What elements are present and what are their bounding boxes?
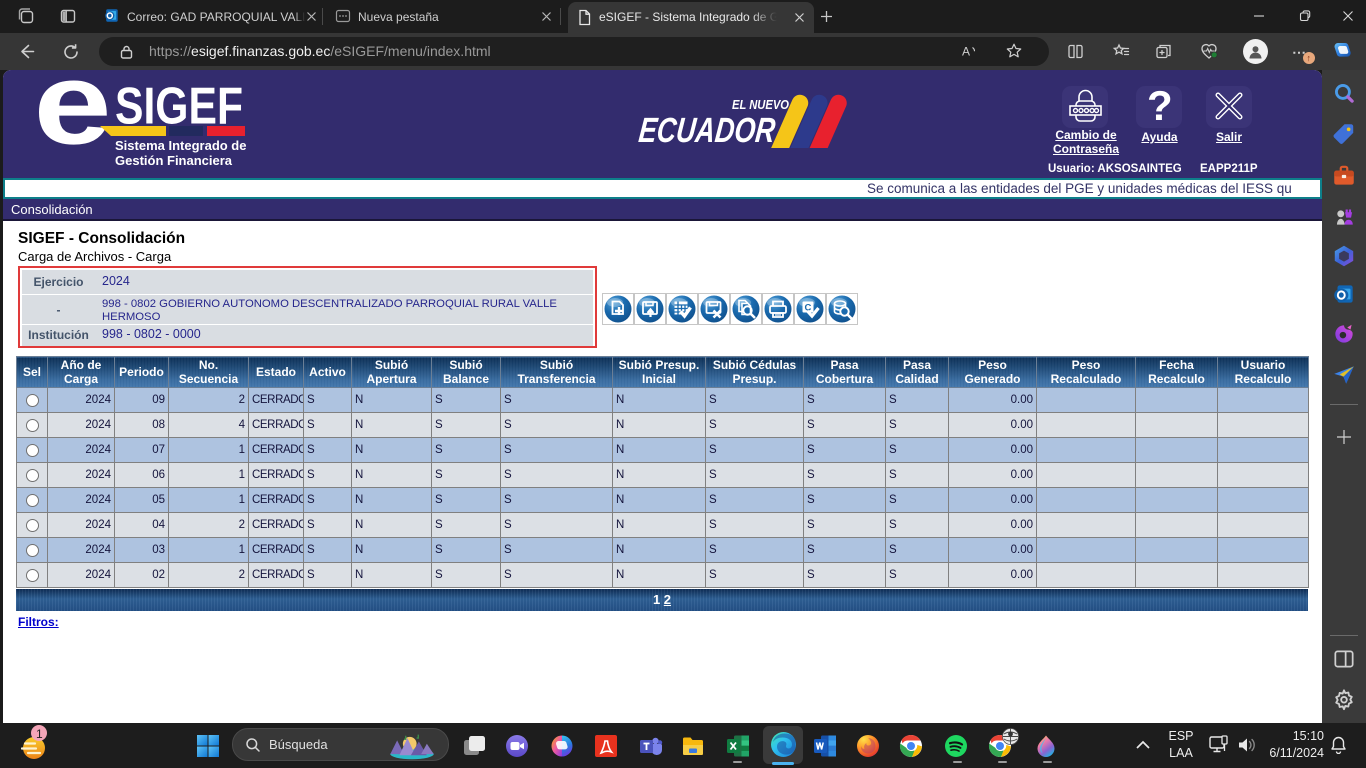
svg-text:SIGEF: SIGEF: [115, 78, 243, 136]
svg-text:A: A: [962, 45, 970, 59]
svg-text:Gestión Financiera: Gestión Financiera: [115, 153, 233, 168]
svg-text:EL NUEVO: EL NUEVO: [732, 97, 789, 112]
svg-text:Sistema Integrado de: Sistema Integrado de: [115, 138, 246, 153]
svg-text:e: e: [35, 78, 112, 169]
svg-text:ECUADOR: ECUADOR: [637, 111, 778, 150]
svg-text:C: C: [805, 303, 812, 314]
